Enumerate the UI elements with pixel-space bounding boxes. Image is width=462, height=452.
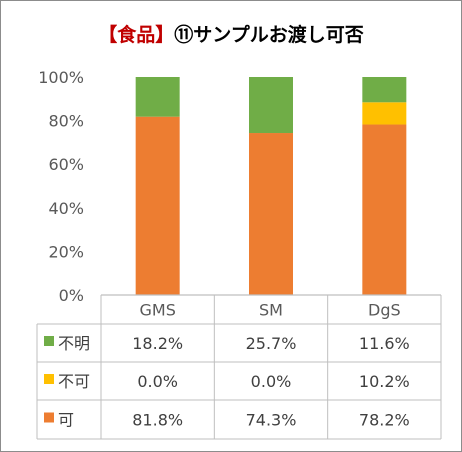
table-cell-value: 81.8% <box>132 411 183 430</box>
bar-segment <box>362 124 407 295</box>
category-label: SM <box>259 301 283 320</box>
category-label: DgS <box>368 301 401 320</box>
category-label: GMS <box>139 301 175 320</box>
y-tick-label: 100% <box>38 68 84 87</box>
legend-key <box>44 336 54 346</box>
chart-title: 【食品】⑪サンプルお渡し可否 <box>0 20 462 47</box>
bar-segment <box>362 102 407 125</box>
bar-segment <box>249 133 293 295</box>
table-cell-value: 25.7% <box>246 334 297 353</box>
table-cell-value: 18.2% <box>132 334 183 353</box>
legend-key <box>44 412 54 423</box>
bar-segment <box>249 77 293 134</box>
y-tick-label: 20% <box>48 242 84 261</box>
table-cell-value: 0.0% <box>137 372 178 391</box>
table-cell-value: 10.2% <box>359 372 410 391</box>
legend-label: 不明 <box>58 334 90 353</box>
y-tick-label: 60% <box>48 155 84 174</box>
legend-label: 不可 <box>58 372 90 391</box>
bar-segment <box>362 77 407 103</box>
legend-key <box>44 374 54 384</box>
y-tick-label: 40% <box>48 199 84 218</box>
chart-title-prefix: 【食品】 <box>98 24 175 46</box>
y-tick-label: 0% <box>59 286 84 305</box>
legend-label: 可 <box>58 411 74 430</box>
table-cell-value: 78.2% <box>359 411 410 430</box>
table-cell-value: 0.0% <box>251 372 292 391</box>
chart-title-main: ⑪サンプルお渡し可否 <box>174 24 364 46</box>
table-cell-value: 11.6% <box>359 334 410 353</box>
y-tick-label: 80% <box>48 112 84 131</box>
bar-segment <box>135 116 180 296</box>
bar-segment <box>135 77 180 117</box>
table-cell-value: 74.3% <box>246 411 297 430</box>
